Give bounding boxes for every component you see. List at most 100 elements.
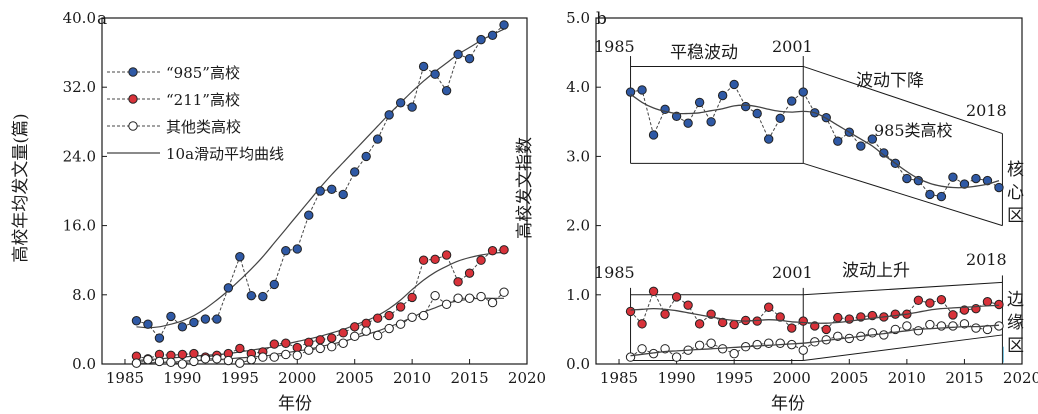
- panel-a-point: [281, 349, 291, 360]
- panel-b-point: [683, 118, 693, 128]
- a-ytick-label: 32.0: [63, 78, 96, 96]
- core-phase1-label: 平稳波动: [670, 43, 738, 63]
- panel-a-point: [327, 333, 337, 343]
- panel-a-point: [361, 326, 371, 336]
- panel-b-xlabel: 年份: [771, 394, 805, 414]
- panel-a-point: [407, 312, 417, 322]
- legend-label: “211”高校: [166, 91, 240, 109]
- panel-b-point: [856, 141, 866, 151]
- panel-b: 1985 1990 1995 2000 2005 2010 2015 2020 0.0 1.0 2.…: [515, 9, 1038, 414]
- panel-a-point: [131, 358, 142, 368]
- panel-b-point: [764, 134, 774, 144]
- panel-a-point: [223, 355, 234, 366]
- a-xtick-label: 2020: [508, 369, 546, 387]
- panel-a-point: [246, 290, 257, 301]
- panel-a-point: [189, 348, 199, 359]
- panel-b-point: [752, 108, 762, 119]
- panel-a-point: [361, 151, 371, 162]
- panel-a-point: [304, 337, 314, 348]
- panel-a-point: [269, 339, 279, 349]
- panel-a-point: [338, 189, 348, 200]
- panel-b-point: [717, 317, 728, 328]
- panel-b-point: [729, 79, 739, 90]
- a-xtick-label: 2005: [336, 369, 374, 387]
- a-xtick-label: 2015: [450, 369, 488, 387]
- b-xtick-label: 2015: [945, 369, 983, 387]
- b-xtick-label: 2005: [830, 369, 868, 387]
- panel-b-point: [694, 97, 705, 108]
- panel-a-point: [476, 34, 486, 45]
- panel-a-point: [281, 338, 291, 348]
- core-year-mid: 2001: [772, 37, 813, 56]
- panel-a: 1985 1990 1995 2000 2005 2010 2015 2020 0.0 8.0 16…: [11, 9, 546, 414]
- panel-a-point: [292, 342, 302, 353]
- panel-a-point: [338, 338, 348, 348]
- panel-b-point: [683, 300, 693, 310]
- panel-b-smooth-edge: [630, 324, 1000, 357]
- panel-b-point: [925, 298, 935, 308]
- b-xtick-label: 1995: [715, 369, 753, 387]
- panel-b-point: [971, 303, 981, 314]
- panel-a-point: [453, 277, 463, 287]
- panel-b-frame: [595, 17, 1023, 365]
- panel-b-point: [879, 330, 889, 340]
- panel-a-point: [464, 268, 475, 278]
- panel-a-point: [166, 357, 176, 367]
- panel-a-point: [177, 359, 188, 369]
- panel-b-point: [982, 324, 993, 335]
- panel-b-point: [694, 319, 705, 329]
- b-xtick-label: 1990: [658, 369, 696, 387]
- b-ytick-label: 4.0: [566, 78, 590, 96]
- panel-b-point: [798, 345, 808, 355]
- panel-b-smooth-core: [630, 93, 1000, 189]
- panel-b-smooth-edge: [630, 304, 1000, 324]
- panel-a-point: [476, 255, 486, 265]
- a-ytick-label: 24.0: [63, 147, 96, 165]
- panel-b-point: [648, 130, 659, 140]
- panel-a-frame: [101, 17, 528, 365]
- panel-a-point: [464, 53, 475, 64]
- panel-a-series: [131, 20, 509, 369]
- panel-b-point: [625, 306, 636, 317]
- panel-b-point: [717, 90, 728, 101]
- panel-a-point: [487, 297, 498, 308]
- panel-a-point: [453, 49, 463, 60]
- edge-phase2-label: 波动上升: [842, 261, 910, 281]
- panel-b-point: [625, 87, 636, 97]
- panel-a-point: [327, 342, 337, 352]
- panel-a-point: [235, 358, 245, 368]
- panel-a-point: [177, 322, 188, 332]
- panel-b-point: [982, 297, 993, 307]
- panel-b-point: [706, 338, 716, 348]
- a-ytick-label: 0.0: [72, 355, 96, 373]
- panel-b-point: [798, 87, 808, 97]
- panel-a-point: [315, 186, 325, 196]
- panel-a-point: [372, 313, 383, 323]
- panel-a-axes: [101, 17, 528, 365]
- panel-a-point: [476, 291, 486, 302]
- panel-a-point: [395, 302, 406, 312]
- panel-a-point: [177, 349, 188, 360]
- panel-a-point: [384, 310, 394, 321]
- a-ytick-label: 16.0: [63, 217, 96, 235]
- b-xtick-label: 2000: [773, 369, 811, 387]
- a-xtick-label: 1995: [221, 369, 259, 387]
- a-xtick-label: 2000: [278, 369, 316, 387]
- panel-b-bands: [630, 56, 1004, 364]
- panel-a-point: [154, 333, 165, 343]
- panel-b-point: [913, 295, 924, 306]
- panel-b-point: [787, 323, 797, 333]
- panel-a-point: [189, 356, 199, 367]
- panel-b-point: [982, 175, 993, 186]
- panel-b-point: [637, 85, 647, 95]
- panel-b-point: [936, 321, 947, 331]
- panel-a-letter: a: [97, 9, 107, 29]
- panel-a-point: [464, 293, 475, 303]
- panel-b-point: [775, 312, 785, 322]
- panel-b-point: [925, 319, 935, 330]
- panel-b-point: [625, 352, 636, 362]
- panel-b-point: [660, 309, 670, 319]
- edge-year-start: 1985: [594, 263, 635, 282]
- panel-a-point: [315, 343, 325, 354]
- panel-a-point: [189, 317, 199, 328]
